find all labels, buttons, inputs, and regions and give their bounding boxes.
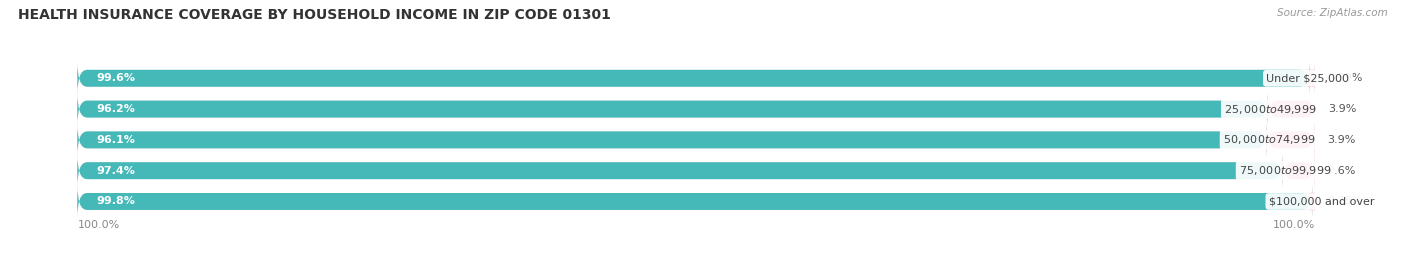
FancyBboxPatch shape [1305,62,1320,94]
FancyBboxPatch shape [1268,93,1316,125]
FancyBboxPatch shape [77,154,1315,187]
FancyBboxPatch shape [1305,185,1322,218]
Text: 100.0%: 100.0% [1272,220,1315,230]
Text: 99.6%: 99.6% [96,73,135,83]
Text: 2.6%: 2.6% [1327,166,1355,176]
FancyBboxPatch shape [77,124,1315,156]
Text: 97.4%: 97.4% [96,166,135,176]
Text: 0.39%: 0.39% [1327,73,1362,83]
Text: 96.2%: 96.2% [96,104,135,114]
Text: Under $25,000: Under $25,000 [1267,73,1350,83]
Text: 3.9%: 3.9% [1329,104,1357,114]
Text: 100.0%: 100.0% [77,220,120,230]
Text: 96.1%: 96.1% [96,135,135,145]
FancyBboxPatch shape [77,124,1267,156]
FancyBboxPatch shape [77,154,1282,187]
FancyBboxPatch shape [77,185,1315,218]
FancyBboxPatch shape [77,185,1312,218]
FancyBboxPatch shape [77,62,1309,94]
FancyBboxPatch shape [77,62,1315,94]
FancyBboxPatch shape [1282,154,1315,187]
Text: 99.8%: 99.8% [96,196,135,207]
Text: HEALTH INSURANCE COVERAGE BY HOUSEHOLD INCOME IN ZIP CODE 01301: HEALTH INSURANCE COVERAGE BY HOUSEHOLD I… [18,8,612,22]
Text: Source: ZipAtlas.com: Source: ZipAtlas.com [1277,8,1388,18]
FancyBboxPatch shape [77,93,1315,125]
FancyBboxPatch shape [1267,124,1315,156]
Text: $50,000 to $74,999: $50,000 to $74,999 [1223,133,1316,146]
Text: 0.25%: 0.25% [1327,196,1362,207]
Text: $100,000 and over: $100,000 and over [1268,196,1374,207]
FancyBboxPatch shape [77,93,1268,125]
Text: $75,000 to $99,999: $75,000 to $99,999 [1239,164,1331,177]
Text: 3.9%: 3.9% [1327,135,1355,145]
Text: $25,000 to $49,999: $25,000 to $49,999 [1225,102,1317,116]
